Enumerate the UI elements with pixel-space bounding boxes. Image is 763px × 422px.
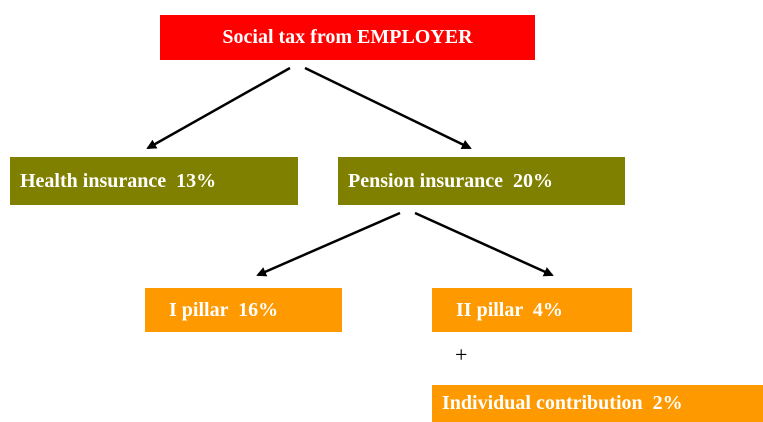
pillar-2-node: II pillar 4%	[432, 288, 632, 332]
arrow	[146, 66, 291, 150]
health-node: Health insurance 13%	[10, 157, 298, 205]
arrow	[256, 211, 401, 277]
root-node: Social tax from EMPLOYER	[160, 15, 535, 60]
arrow	[414, 211, 554, 277]
arrow	[304, 66, 472, 150]
plus-sign: +	[455, 342, 468, 367]
pillar-1-node: I pillar 16%	[145, 288, 342, 332]
individual-node: Individual contribution 2%	[432, 385, 763, 422]
pension-node: Pension insurance 20%	[338, 157, 625, 205]
